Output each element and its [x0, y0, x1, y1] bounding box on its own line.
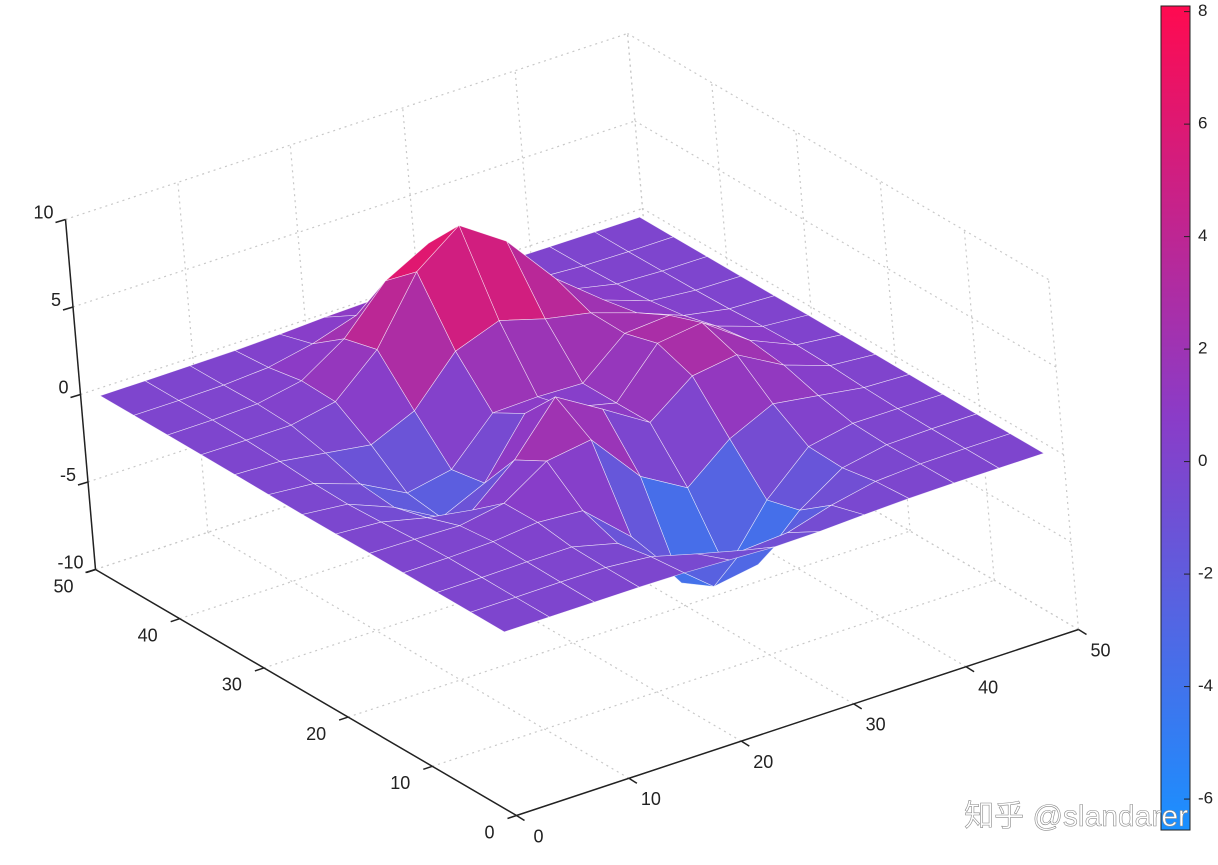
x-tick-label: 40	[978, 677, 998, 697]
x-tick-label: 20	[753, 752, 773, 772]
y-tick	[507, 814, 517, 820]
y-tick	[423, 765, 433, 771]
z-tick-label: -10	[57, 552, 83, 572]
y-tick-label: 20	[306, 724, 326, 744]
y-axis	[95, 568, 517, 817]
grid-line	[795, 131, 827, 482]
grid-line	[514, 70, 546, 421]
y-tick-label: 30	[222, 675, 242, 695]
colorbar-tick-label: 8	[1198, 1, 1207, 20]
z-tick	[62, 306, 74, 311]
watermark: 知乎 @slandarer	[964, 800, 1188, 833]
grid-line	[432, 579, 995, 767]
grid-line	[289, 145, 321, 496]
colorbar: -6 -4 -2 0 2 4 6 8	[1160, 1, 1213, 831]
z-tick-label: -5	[60, 465, 76, 485]
colorbar-tick-label: -6	[1198, 789, 1213, 808]
z-tick-label: 10	[33, 202, 53, 222]
colorbar-tick-label: 2	[1198, 339, 1207, 358]
y-tick-label: 40	[138, 625, 158, 645]
colorbar-tick-label: -4	[1198, 676, 1213, 695]
grid-line	[627, 32, 1049, 281]
y-tick-label: 0	[484, 822, 494, 842]
surface-patch	[469, 596, 551, 633]
colorbar-tick-label: 6	[1198, 114, 1207, 133]
grid-line	[879, 181, 911, 532]
grid-line	[72, 120, 636, 308]
y-tick-label: 50	[53, 576, 73, 596]
axes: 0 10 20 30 40 50 0 10 20 30 40 50 -10 -5 0 5 10	[33, 202, 1110, 846]
x-tick	[965, 666, 975, 673]
y-tick	[170, 617, 180, 623]
surface	[99, 216, 1045, 633]
x-tick	[516, 814, 525, 822]
z-tick	[77, 481, 89, 486]
z-tick	[70, 393, 81, 399]
grid-line	[80, 207, 643, 396]
colorbar-tick-label: 0	[1198, 451, 1207, 470]
x-axis	[516, 628, 1079, 817]
x-tick	[853, 703, 863, 710]
x-tick-label: 0	[533, 826, 543, 846]
x-tick	[628, 777, 638, 784]
grid-line	[347, 530, 911, 718]
x-tick	[1078, 628, 1087, 636]
z-tick-label: 0	[58, 377, 68, 397]
colorbar-scale	[1160, 5, 1191, 831]
y-tick	[254, 667, 265, 672]
grid-line	[65, 32, 628, 221]
x-tick-label: 50	[1090, 640, 1110, 660]
z-tick	[85, 568, 96, 574]
colorbar-tick-label: 4	[1198, 226, 1207, 245]
y-tick	[338, 716, 349, 721]
x-tick-label: 30	[866, 715, 886, 735]
z-tick	[55, 218, 66, 224]
colorbar-tick-label: -2	[1198, 564, 1213, 583]
y-tick-label: 10	[390, 773, 410, 793]
z-tick-label: 5	[51, 290, 61, 310]
x-tick-label: 10	[641, 789, 661, 809]
grid-line	[177, 182, 209, 533]
x-tick	[740, 740, 750, 747]
